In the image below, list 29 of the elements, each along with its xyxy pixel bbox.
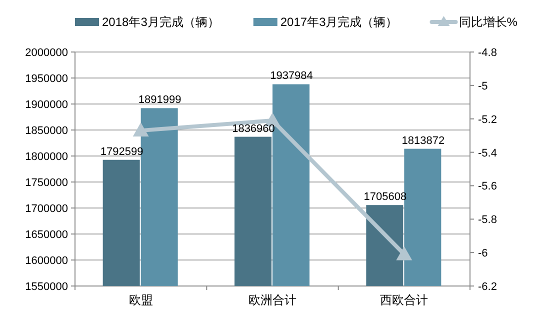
legend-label: 同比增长%: [458, 15, 518, 29]
data-label: 1937984: [270, 70, 313, 82]
y-tick-label: 2000000: [25, 47, 68, 59]
legend-label: 2017年3月完成（辆）: [280, 15, 398, 29]
y2-tick-label: -5.8: [478, 214, 497, 226]
y2-tick-label: -5.4: [478, 147, 497, 160]
legend-label: 2018年3月完成（辆）: [102, 15, 220, 29]
y-tick-label: 1850000: [25, 125, 68, 137]
y2-tick-label: -6: [478, 248, 488, 260]
y2-tick-label: -6.2: [478, 281, 497, 293]
y-tick-label: 1800000: [25, 151, 68, 163]
x-tick-label: 西欧合计: [380, 293, 428, 307]
x-tick-label: 欧洲合计: [248, 293, 296, 307]
point: [396, 246, 412, 260]
point: [132, 122, 149, 137]
x-tick-label: 欧盟: [128, 293, 153, 307]
y-tick-label: 1950000: [25, 73, 68, 85]
y-tick-label: 1700000: [25, 203, 68, 215]
y2-tick-label: -5.6: [478, 180, 497, 193]
y2-tick-label: -5: [478, 80, 488, 92]
y-tick-label: 1750000: [25, 177, 68, 189]
data-label: 1813872: [402, 134, 445, 147]
y-tick-label: 1650000: [25, 229, 68, 241]
y2-tick-label: -4.8: [478, 47, 497, 59]
y-tick-label: 1550000: [25, 281, 68, 293]
data-label: 1891999: [138, 94, 182, 106]
y-tick-label: 1900000: [25, 99, 68, 111]
y2-tick-label: -5.2: [478, 114, 497, 126]
y-tick-label: 1600000: [25, 255, 68, 267]
